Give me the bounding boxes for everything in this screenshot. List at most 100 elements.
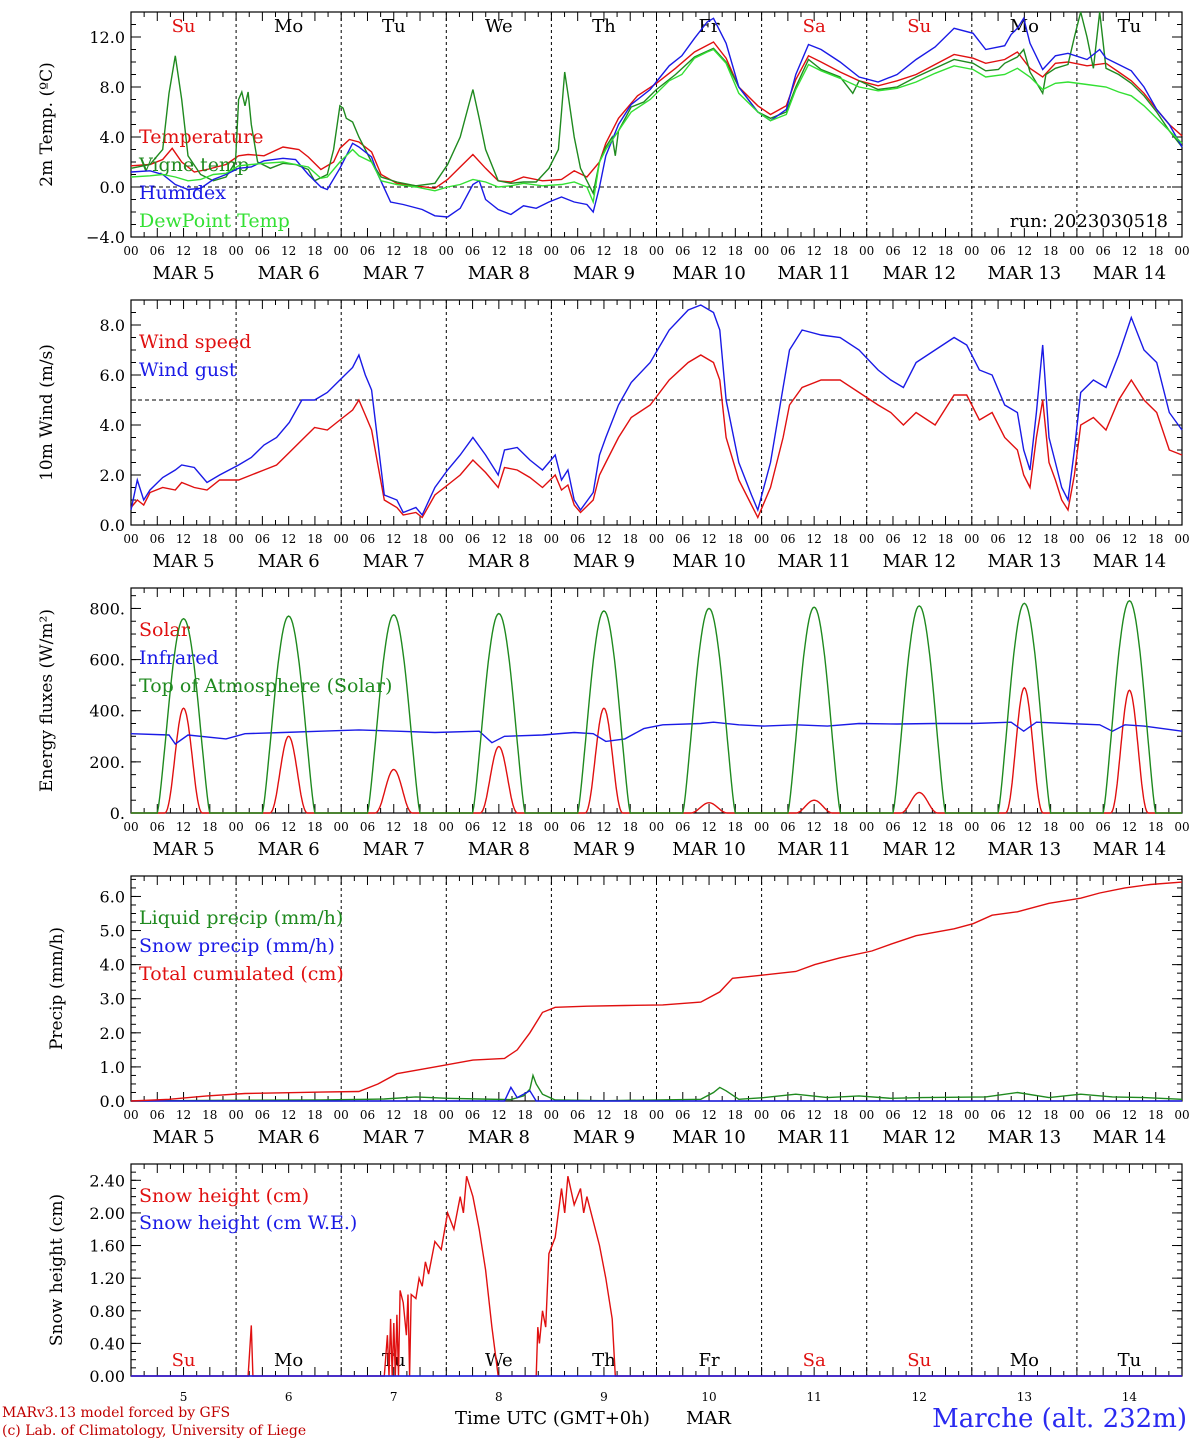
date-label: MAR 7 — [363, 1127, 425, 1148]
date-label: MAR 8 — [468, 263, 530, 284]
hour-tick-label: 06 — [150, 1108, 165, 1122]
hour-tick-label: 12 — [701, 1108, 716, 1122]
hour-tick-label: 00 — [544, 244, 559, 258]
panel-5: 2.40 2.00 1.60 1.20 0.80 0.40 0.00 Snow height … — [47, 1163, 1183, 1386]
hour-tick-label: 06 — [150, 532, 165, 546]
day-number-label: 5 — [180, 1390, 188, 1404]
date-label: MAR 13 — [988, 551, 1062, 572]
panel-4: 6.0 5.0 4.0 3.0 2.0 1.0 0.0 Precip (mm/h) 00 06 12… — [47, 875, 1190, 1148]
weekday-label: Sa — [803, 16, 826, 37]
hour-tick-label: 18 — [1148, 244, 1163, 258]
date-label: MAR 11 — [777, 263, 851, 284]
hour-tick-label: 06 — [990, 1108, 1005, 1122]
y-axis-label: Snow height (cm) — [47, 1194, 67, 1346]
hour-tick-label: 12 — [912, 820, 927, 834]
legend-entry: DewPoint Temp — [139, 210, 290, 232]
legend-entry: Top of Atmosphere (Solar) — [139, 675, 392, 697]
weekday-label: Mo — [1010, 16, 1039, 37]
hour-tick-label: 12 — [1017, 244, 1032, 258]
hour-tick-label: 18 — [412, 1108, 427, 1122]
hour-tick-label: 12 — [386, 244, 401, 258]
hour-tick-label: 18 — [307, 244, 322, 258]
hour-tick-label: 06 — [465, 1108, 480, 1122]
hour-tick-label: 18 — [517, 1108, 532, 1122]
hour-tick-label: 18 — [1043, 820, 1058, 834]
hour-tick-label: 18 — [202, 244, 217, 258]
hour-tick-label: 00 — [859, 532, 874, 546]
hour-tick-label: 06 — [885, 532, 900, 546]
y-tick-label: 0.00 — [89, 1367, 125, 1386]
hour-tick-label: 06 — [255, 244, 270, 258]
hour-tick-label: 00 — [754, 532, 769, 546]
date-label: MAR 7 — [363, 263, 425, 284]
hour-tick-label: 12 — [1122, 1108, 1137, 1122]
hour-tick-label: 00 — [123, 820, 138, 834]
weekday-label: Tu — [1118, 16, 1142, 37]
hour-tick-label: 00 — [544, 532, 559, 546]
legend-entry: Infrared — [139, 647, 219, 669]
hour-tick-label: 12 — [701, 244, 716, 258]
y-tick-label: 0.0 — [100, 1092, 125, 1111]
hour-tick-label: 12 — [491, 1108, 506, 1122]
hour-tick-label: 18 — [623, 1108, 638, 1122]
hour-tick-label: 12 — [386, 820, 401, 834]
hour-tick-label: 12 — [701, 820, 716, 834]
y-tick-label: 200. — [89, 753, 125, 772]
hour-tick-label: 00 — [859, 820, 874, 834]
panel-3: 800. 600. 400. 200. 0. Energy fluxes (W/m²) 00… — [37, 587, 1190, 860]
hour-tick-label: 18 — [728, 532, 743, 546]
series-line — [130, 16, 1183, 218]
y-axis-label: 2m Temp. (ºC) — [37, 62, 57, 187]
hour-tick-label: 12 — [1122, 244, 1137, 258]
series-line — [130, 48, 1183, 205]
date-label: MAR 9 — [573, 263, 635, 284]
hour-tick-label: 00 — [334, 244, 349, 258]
hour-tick-label: 06 — [360, 244, 375, 258]
hour-tick-label: 12 — [176, 532, 191, 546]
date-label: MAR 7 — [363, 551, 425, 572]
date-label: MAR 12 — [882, 839, 956, 860]
hour-tick-label: 00 — [123, 532, 138, 546]
hour-tick-label: 06 — [570, 244, 585, 258]
hour-tick-label: 00 — [544, 820, 559, 834]
day-number-label: 8 — [495, 1390, 503, 1404]
series-line — [130, 881, 1183, 1102]
y-tick-label: −4.0 — [86, 228, 125, 247]
hour-tick-label: 06 — [255, 1108, 270, 1122]
y-tick-label: 8.0 — [100, 78, 125, 97]
hour-tick-label: 06 — [675, 532, 690, 546]
day-number-label: 9 — [600, 1390, 608, 1404]
date-label: MAR 8 — [468, 1127, 530, 1148]
date-label: MAR 7 — [363, 839, 425, 860]
date-label: MAR 9 — [573, 839, 635, 860]
hour-tick-label: 06 — [675, 820, 690, 834]
y-tick-label: 3.0 — [100, 990, 125, 1009]
date-label: MAR 12 — [882, 1127, 956, 1148]
hour-tick-label: 06 — [150, 820, 165, 834]
hour-tick-label: 12 — [491, 244, 506, 258]
hour-tick-label: 06 — [360, 1108, 375, 1122]
hour-tick-label: 18 — [307, 1108, 322, 1122]
y-tick-label: 1.20 — [89, 1269, 125, 1288]
hour-tick-label: 00 — [1174, 1108, 1189, 1122]
y-tick-label: 8.0 — [100, 316, 125, 335]
hour-tick-label: 18 — [1043, 244, 1058, 258]
hour-tick-label: 00 — [649, 532, 664, 546]
hour-tick-label: 12 — [912, 244, 927, 258]
legend-entry: Vigne temp — [138, 154, 249, 176]
date-label: MAR 13 — [988, 263, 1062, 284]
hour-tick-label: 12 — [596, 532, 611, 546]
credit-line-2: (c) Lab. of Climatology, University of L… — [2, 1423, 306, 1439]
plot-frame — [130, 587, 1183, 814]
date-label: MAR 10 — [672, 839, 746, 860]
legend-entry: Snow precip (mm/h) — [139, 935, 335, 957]
hour-tick-label: 12 — [491, 532, 506, 546]
date-label: MAR 5 — [152, 839, 214, 860]
hour-tick-label: 00 — [1174, 244, 1189, 258]
hour-tick-label: 12 — [281, 532, 296, 546]
hour-tick-label: 12 — [491, 820, 506, 834]
hour-tick-label: 06 — [990, 820, 1005, 834]
hour-tick-label: 12 — [807, 1108, 822, 1122]
date-label: MAR 6 — [258, 839, 320, 860]
hour-tick-label: 12 — [1017, 532, 1032, 546]
